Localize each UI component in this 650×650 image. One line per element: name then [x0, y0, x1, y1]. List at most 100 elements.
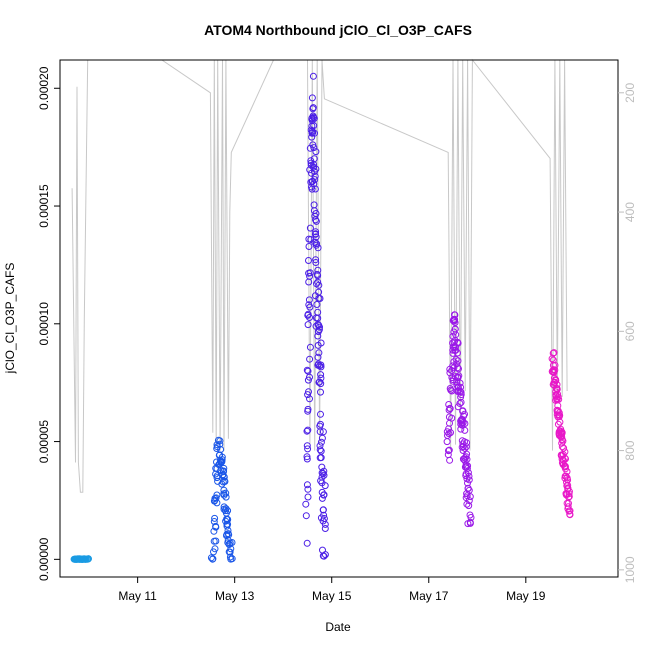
data-point — [454, 357, 462, 365]
y-tick-label: 0.00010 — [37, 302, 51, 346]
data-point — [312, 165, 320, 173]
data-point — [317, 380, 325, 388]
data-point — [463, 450, 471, 458]
data-point — [455, 365, 462, 373]
data-point — [306, 224, 314, 232]
y2-tick-label: 800 — [623, 440, 637, 460]
data-point — [316, 442, 324, 450]
data-point — [564, 476, 572, 484]
data-point — [317, 420, 324, 428]
data-point — [303, 539, 311, 547]
data-point — [306, 355, 314, 363]
data-point — [210, 548, 217, 556]
data-point — [451, 319, 459, 326]
data-point — [305, 296, 313, 304]
data-point — [308, 94, 316, 102]
data-point — [317, 388, 324, 396]
data-point — [311, 172, 319, 180]
data-point — [455, 372, 463, 380]
data-point — [315, 349, 323, 357]
y2-tick-label: 1000 — [623, 556, 637, 583]
data-point — [302, 500, 310, 508]
data-point — [313, 301, 321, 308]
data-point — [305, 243, 313, 250]
data-point — [304, 376, 312, 384]
data-point — [316, 378, 323, 386]
data-point — [310, 155, 318, 163]
data-point — [563, 468, 571, 475]
x-axis-label: Date — [325, 620, 351, 634]
data-point — [445, 425, 453, 433]
data-point — [220, 503, 228, 511]
data-point — [558, 455, 566, 463]
data-point — [555, 413, 563, 421]
data-point — [222, 489, 230, 497]
data-point — [304, 321, 312, 329]
data-point — [465, 502, 473, 510]
y2-tick-label: 200 — [623, 82, 637, 102]
data-point — [316, 362, 323, 370]
data-point — [316, 428, 324, 436]
data-point — [464, 469, 472, 477]
data-point — [317, 438, 325, 446]
data-point — [446, 456, 454, 464]
data-point — [314, 353, 322, 361]
data-point — [550, 349, 558, 357]
y-tick-label: 0.00015 — [37, 184, 51, 228]
data-point — [463, 455, 471, 463]
data-point — [452, 331, 460, 339]
data-point — [461, 426, 469, 434]
series-1 — [70, 555, 92, 563]
data-point — [218, 458, 226, 466]
y-axis-label: jClO_Cl_O3P_CAFS — [3, 263, 17, 375]
data-point — [317, 410, 324, 418]
data-point — [210, 518, 218, 525]
data-point — [310, 144, 318, 152]
data-point — [314, 272, 322, 280]
plot-frame — [59, 59, 619, 578]
data-point — [312, 210, 320, 217]
y2-tick-label: 400 — [623, 202, 637, 222]
data-point — [445, 430, 453, 438]
data-point — [463, 500, 471, 508]
data-point — [220, 491, 228, 499]
series-2 — [207, 436, 236, 563]
x-tick-label: May 15 — [312, 589, 352, 603]
data-point — [306, 314, 313, 321]
data-point — [221, 478, 229, 485]
data-point — [227, 545, 235, 553]
data-point — [315, 281, 323, 289]
data-point — [457, 398, 465, 406]
data-point — [445, 446, 453, 454]
data-point — [317, 454, 325, 462]
data-point — [319, 428, 327, 436]
data-point — [224, 507, 232, 515]
data-point — [312, 217, 320, 225]
data-point — [216, 440, 224, 448]
data-point — [314, 332, 322, 340]
data-point — [456, 379, 464, 387]
y-tick-label: 0.00020 — [37, 66, 51, 110]
data-point — [464, 462, 472, 470]
data-point — [548, 355, 556, 363]
series-5 — [548, 349, 574, 519]
data-point — [454, 339, 462, 347]
data-point — [461, 410, 468, 418]
data-point — [303, 453, 311, 461]
data-point — [319, 517, 327, 525]
data-point — [314, 278, 322, 286]
data-point — [218, 453, 226, 461]
data-point — [216, 437, 224, 445]
data-point — [462, 463, 470, 471]
data-point — [457, 383, 465, 391]
data-point — [448, 414, 456, 422]
data-point — [317, 371, 325, 379]
data-point — [302, 512, 310, 520]
data-point — [226, 553, 234, 561]
data-point — [465, 472, 473, 480]
data-point — [554, 402, 562, 410]
data-point — [318, 494, 326, 502]
data-point — [304, 426, 312, 434]
